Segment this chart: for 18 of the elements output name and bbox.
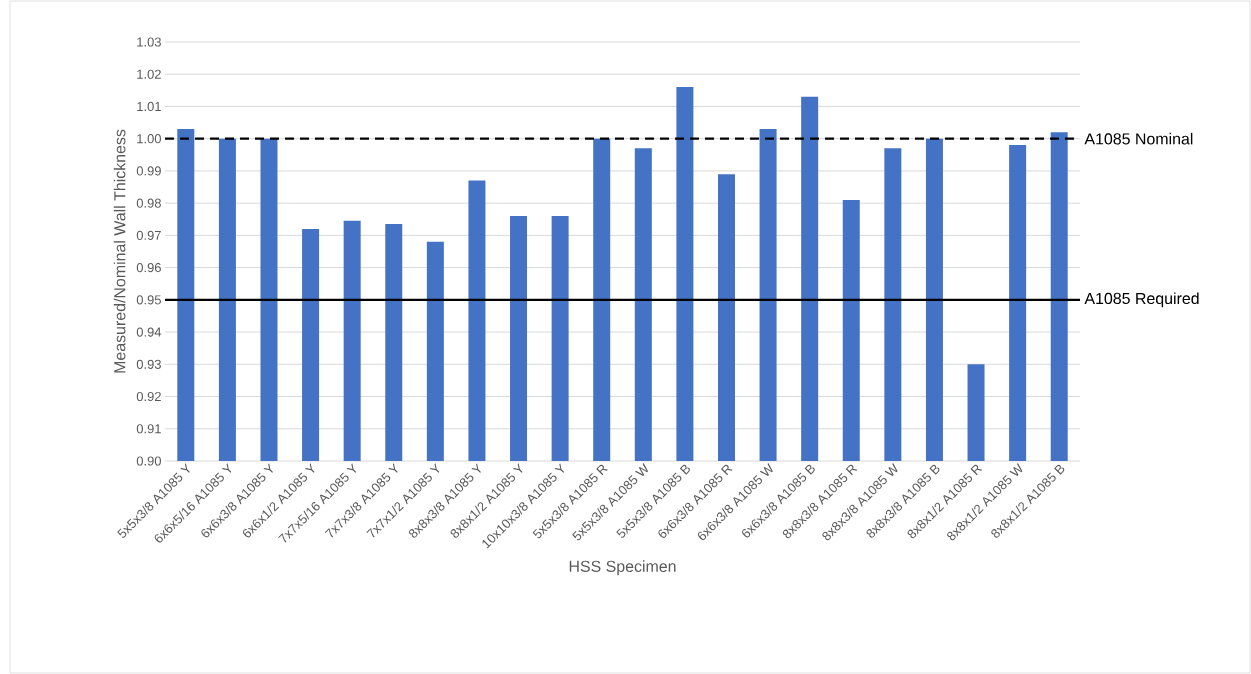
y-tick-label: 0.99 [136,166,161,176]
y-axis-title: Measured/Nominal Wall Thickness [113,129,126,373]
y-tick-label: 1.01 [137,101,161,112]
y-tick-label: 0.98 [136,198,161,208]
y-tick-label: 0.96 [136,263,161,273]
y-tick-label: 0.94 [136,327,162,337]
y-tick-label: 1.02 [137,69,161,79]
y-tick-label: 0.97 [136,230,161,240]
ref-line-label: A1085 Required [1084,292,1199,308]
y-tick-label: 0.92 [136,391,161,402]
y-tick-label: 1.00 [137,134,161,144]
y-tick-label: 0.90 [136,456,161,466]
y-tick-label: 0.95 [136,295,161,305]
y-tick-label: 1.03 [137,37,161,47]
ref-line-label: A1085 Nominal [1084,132,1193,145]
x-axis-title: HSS Specimen [569,560,676,576]
y-tick-label: 0.93 [136,359,161,369]
y-tick-label: 0.91 [136,424,161,434]
